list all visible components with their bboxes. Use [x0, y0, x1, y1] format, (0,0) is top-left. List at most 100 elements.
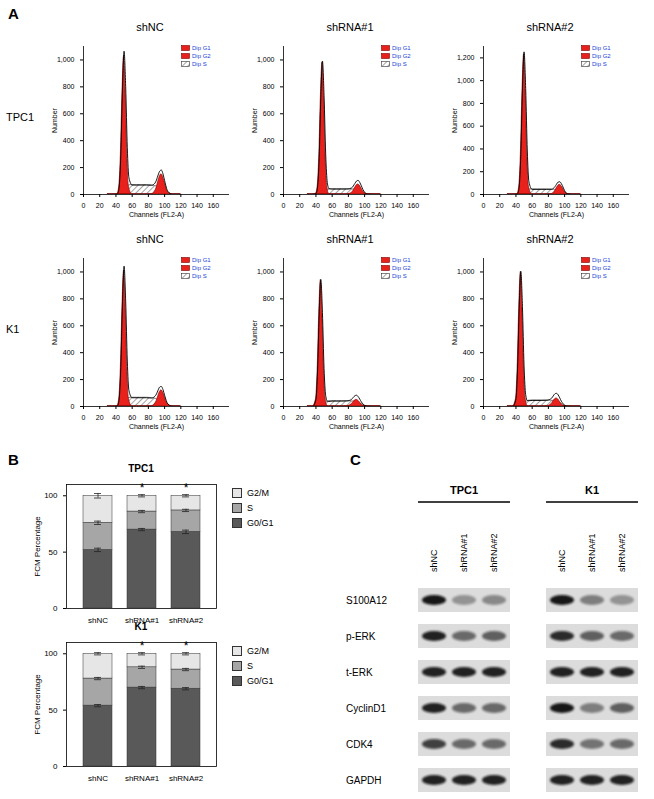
- svg-text:CyclinD1: CyclinD1: [346, 703, 386, 714]
- svg-text:100: 100: [44, 649, 58, 658]
- svg-text:40: 40: [312, 202, 320, 209]
- svg-text:Number: Number: [451, 107, 458, 133]
- svg-text:80: 80: [144, 202, 152, 209]
- svg-text:S100A12: S100A12: [346, 595, 388, 606]
- svg-text:Channels (FL2-A): Channels (FL2-A): [529, 423, 584, 431]
- svg-text:1,000: 1,000: [257, 56, 275, 63]
- svg-text:600: 600: [263, 110, 275, 117]
- svg-text:0: 0: [53, 762, 58, 771]
- svg-text:0: 0: [71, 403, 75, 410]
- svg-text:1,000: 1,000: [457, 77, 475, 84]
- svg-text:0: 0: [82, 414, 86, 421]
- svg-text:140: 140: [191, 202, 203, 209]
- svg-text:*: *: [140, 639, 145, 653]
- svg-text:1,000: 1,000: [57, 56, 75, 63]
- svg-text:160: 160: [607, 414, 619, 421]
- svg-text:40: 40: [112, 414, 120, 421]
- svg-text:400: 400: [463, 349, 475, 356]
- svg-text:60: 60: [328, 414, 336, 421]
- svg-text:shNC: shNC: [88, 616, 108, 625]
- svg-text:TPC1: TPC1: [450, 484, 478, 496]
- svg-text:0: 0: [482, 202, 486, 209]
- svg-text:20: 20: [496, 202, 504, 209]
- svg-text:*: *: [140, 481, 145, 495]
- svg-text:60: 60: [328, 202, 336, 209]
- svg-text:400: 400: [63, 137, 75, 144]
- svg-text:600: 600: [263, 322, 275, 329]
- svg-text:0: 0: [71, 191, 75, 198]
- svg-text:*: *: [184, 639, 189, 653]
- svg-text:0: 0: [282, 202, 286, 209]
- svg-text:200: 200: [263, 164, 275, 171]
- svg-text:20: 20: [296, 202, 304, 209]
- svg-text:t-ERK: t-ERK: [346, 667, 373, 678]
- svg-text:80: 80: [544, 414, 552, 421]
- svg-text:60: 60: [528, 202, 536, 209]
- svg-text:160: 160: [407, 202, 419, 209]
- svg-text:Channels (FL2-A): Channels (FL2-A): [129, 211, 184, 219]
- svg-text:120: 120: [575, 414, 587, 421]
- svg-text:80: 80: [344, 414, 352, 421]
- svg-text:400: 400: [263, 349, 275, 356]
- svg-text:80: 80: [144, 414, 152, 421]
- svg-text:400: 400: [63, 349, 75, 356]
- svg-text:120: 120: [175, 202, 187, 209]
- svg-text:shRNA#2: shRNA#2: [489, 533, 499, 572]
- svg-text:20: 20: [96, 414, 104, 421]
- svg-text:200: 200: [63, 164, 75, 171]
- svg-text:0: 0: [271, 403, 275, 410]
- svg-text:600: 600: [63, 110, 75, 117]
- svg-text:60: 60: [128, 202, 136, 209]
- svg-text:Channels (FL2-A): Channels (FL2-A): [529, 211, 584, 219]
- svg-text:140: 140: [591, 202, 603, 209]
- svg-text:shRNA#1: shRNA#1: [125, 774, 160, 783]
- svg-text:40: 40: [512, 202, 520, 209]
- svg-text:160: 160: [207, 202, 219, 209]
- svg-text:20: 20: [496, 414, 504, 421]
- svg-text:1,000: 1,000: [57, 268, 75, 275]
- svg-text:60: 60: [128, 414, 136, 421]
- svg-text:40: 40: [512, 414, 520, 421]
- svg-text:140: 140: [591, 414, 603, 421]
- svg-text:800: 800: [63, 295, 75, 302]
- svg-text:100: 100: [559, 202, 571, 209]
- svg-text:1,000: 1,000: [457, 268, 475, 275]
- svg-text:140: 140: [391, 202, 403, 209]
- svg-text:0: 0: [82, 202, 86, 209]
- svg-text:Number: Number: [451, 319, 458, 345]
- svg-text:shNC: shNC: [557, 549, 567, 572]
- svg-text:shNC: shNC: [429, 549, 439, 572]
- svg-text:200: 200: [463, 168, 475, 175]
- svg-text:20: 20: [96, 202, 104, 209]
- svg-text:FCM Percentage: FCM Percentage: [33, 516, 42, 577]
- svg-text:800: 800: [463, 100, 475, 107]
- svg-text:0: 0: [482, 414, 486, 421]
- svg-text:800: 800: [263, 295, 275, 302]
- svg-text:Number: Number: [251, 319, 258, 345]
- svg-text:Channels (FL2-A): Channels (FL2-A): [129, 423, 184, 431]
- svg-text:100: 100: [359, 202, 371, 209]
- svg-text:400: 400: [463, 145, 475, 152]
- svg-text:100: 100: [559, 414, 571, 421]
- svg-text:80: 80: [344, 202, 352, 209]
- svg-text:100: 100: [159, 202, 171, 209]
- svg-text:120: 120: [575, 202, 587, 209]
- svg-text:200: 200: [263, 376, 275, 383]
- svg-text:0: 0: [471, 403, 475, 410]
- svg-text:200: 200: [463, 376, 475, 383]
- svg-text:800: 800: [263, 83, 275, 90]
- svg-text:140: 140: [191, 414, 203, 421]
- svg-text:20: 20: [296, 414, 304, 421]
- svg-text:0: 0: [471, 191, 475, 198]
- svg-text:600: 600: [63, 322, 75, 329]
- svg-text:50: 50: [49, 548, 58, 557]
- svg-text:400: 400: [263, 137, 275, 144]
- svg-text:Channels (FL2-A): Channels (FL2-A): [329, 211, 384, 219]
- svg-text:120: 120: [175, 414, 187, 421]
- svg-text:600: 600: [463, 122, 475, 129]
- svg-text:shRNA#1: shRNA#1: [587, 533, 597, 572]
- svg-text:shRNA#1: shRNA#1: [459, 533, 469, 572]
- svg-text:p-ERK: p-ERK: [346, 631, 376, 642]
- svg-text:200: 200: [63, 376, 75, 383]
- svg-text:0: 0: [282, 414, 286, 421]
